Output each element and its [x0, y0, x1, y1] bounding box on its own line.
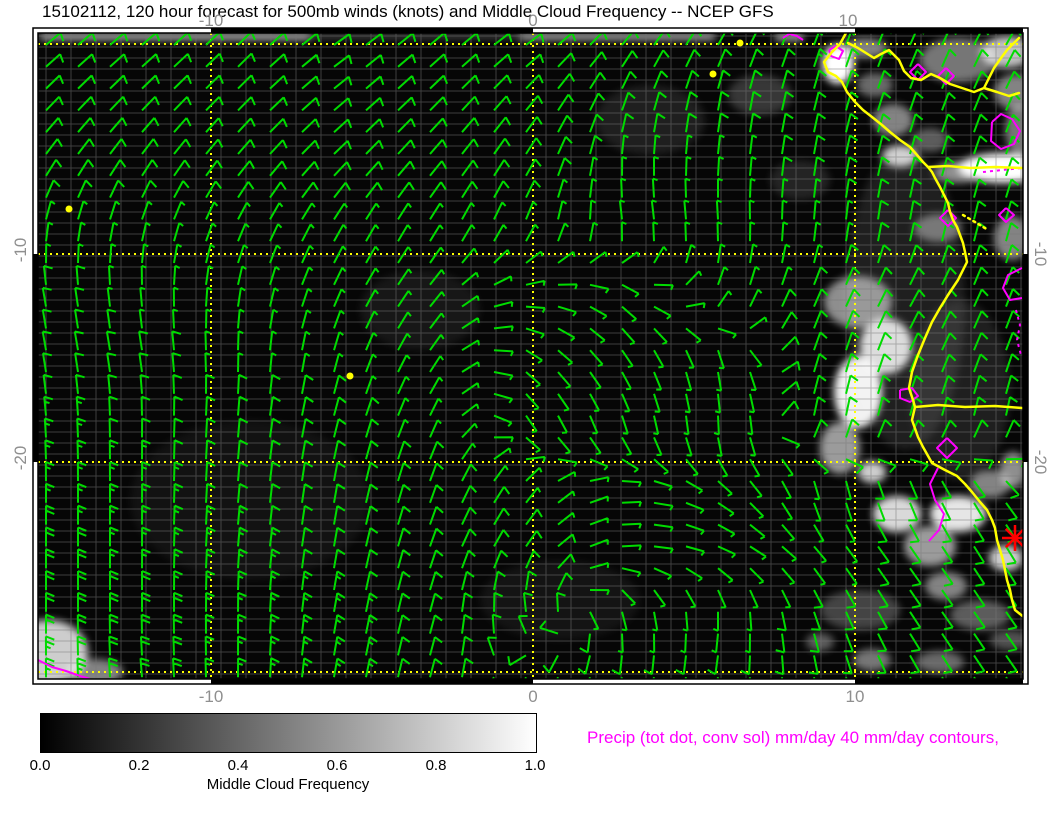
precip-contour: [936, 437, 958, 459]
precip-contour: [998, 207, 1015, 223]
cloud-patch: [989, 545, 1023, 571]
axis-tick-label: 10: [845, 687, 865, 706]
border-branch: [982, 86, 1021, 98]
yellow-dot: [709, 70, 717, 78]
axis-tick-label: -10: [198, 687, 224, 706]
cloud-patch: [950, 600, 1010, 630]
cloud-patch: [904, 526, 956, 566]
precip-contour: [782, 33, 804, 41]
cloud-frequency-colorbar: [40, 713, 537, 753]
cloud-patch: [970, 470, 1010, 498]
axis-tick-label: -20: [1031, 449, 1050, 475]
page-title: 15102112, 120 hour forecast for 500mb wi…: [42, 2, 774, 21]
cloud-patch: [1000, 452, 1023, 488]
colorbar-tick-label: 0.0: [29, 757, 51, 774]
axis-tick-label: -10: [11, 237, 30, 263]
cloud-patch: [920, 38, 996, 82]
border-river-north: [846, 36, 1021, 94]
precip-contour: [1002, 267, 1023, 301]
cloud-patch: [994, 74, 1023, 110]
cloud-patch: [820, 590, 900, 630]
precip-contour: [1015, 309, 1022, 356]
precip-contour: [38, 659, 91, 679]
cloud-patch: [916, 651, 964, 673]
yellow-dot: [736, 39, 744, 47]
axis-tick-label: 0: [528, 11, 538, 30]
precip-contour: [990, 113, 1021, 150]
coastline: [822, 33, 1023, 618]
cloud-patch: [130, 420, 370, 580]
cloud-patch: [858, 461, 886, 483]
colorbar-axis-label: Middle Cloud Frequency: [206, 776, 370, 793]
axis-tick-label: -10: [1031, 241, 1050, 267]
colorbar-tick-label: 0.8: [425, 757, 447, 774]
cloud-patch: [873, 104, 913, 136]
axis-tick-label: 0: [528, 687, 538, 706]
colorbar-tick-label: 0.4: [227, 757, 249, 774]
yellow-dot: [65, 205, 73, 213]
river-dashed: [961, 213, 990, 232]
site-marker-star: [1002, 525, 1023, 551]
cloud-patch: [857, 73, 893, 97]
axis-tick-label: -10: [198, 11, 224, 30]
cloud-patch: [480, 560, 640, 640]
border-east-1: [926, 164, 1023, 170]
cloud-patch: [910, 300, 1010, 480]
axis-tick-label: 10: [838, 11, 858, 30]
colorbar-tick-label: 0.2: [128, 757, 150, 774]
cloud-patch: [806, 633, 834, 651]
axis-tick-label: -20: [11, 445, 30, 471]
precip-contour: [928, 467, 945, 542]
colorbar-tick-label: 0.6: [326, 757, 348, 774]
cloud-patch: [360, 270, 480, 350]
colorbar-tick-label: 1.0: [524, 757, 546, 774]
yellow-dot: [346, 372, 354, 380]
map-frame: [32, 27, 1029, 685]
map-content: [38, 33, 1023, 679]
cloud-strip: [775, 34, 803, 40]
precip-contour: [937, 67, 955, 85]
cloud-patch: [930, 496, 986, 532]
cloud-patch: [873, 496, 921, 532]
precip-legend-text: Precip (tot dot, conv sol) mm/day 40 mm/…: [587, 728, 999, 747]
precip-contour: [939, 209, 957, 227]
border-east-2: [913, 403, 1023, 410]
